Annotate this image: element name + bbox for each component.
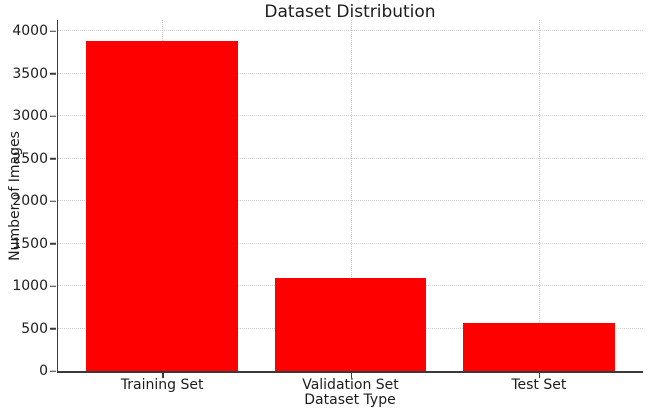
y-tick-mark bbox=[49, 370, 56, 372]
x-tick-label-test-set: Test Set bbox=[511, 377, 567, 393]
y-tick-mark bbox=[49, 285, 56, 287]
y-tick-label: 3000 bbox=[12, 108, 48, 125]
y-tick-mark bbox=[49, 327, 56, 330]
x-tick-mark bbox=[162, 373, 164, 378]
y-tick-mark bbox=[49, 200, 56, 202]
y-tick-label: 3500 bbox=[12, 65, 48, 82]
x-tick-mark bbox=[538, 373, 541, 378]
y-tick-label: 500 bbox=[21, 320, 48, 337]
bar-test-set bbox=[463, 323, 615, 371]
y-tick-label: 1000 bbox=[12, 278, 48, 295]
x-gridline bbox=[350, 20, 352, 371]
x-axis-label: Dataset Type bbox=[304, 392, 396, 408]
y-tick-mark bbox=[49, 242, 56, 245]
y-tick-label: 4000 bbox=[12, 23, 48, 40]
y-tick-label: 2000 bbox=[12, 193, 48, 210]
y-tick-mark bbox=[49, 72, 56, 75]
y-tick-label: 0 bbox=[39, 363, 48, 379]
bar-validation-set bbox=[274, 277, 427, 371]
x-gridline bbox=[538, 20, 540, 371]
y-tick-mark bbox=[49, 30, 56, 32]
bar-training-set bbox=[86, 41, 238, 371]
y-tick-mark bbox=[49, 115, 56, 117]
y-tick-mark bbox=[49, 157, 56, 160]
plot-area: 0 500 1000 1500 2000 2500 3000 3500 4000 Training… bbox=[12, 20, 643, 392]
y-axis-label: Number of Images bbox=[7, 131, 23, 261]
chart-title: Dataset Distribution bbox=[264, 2, 436, 22]
y-tick-label: 1500 bbox=[12, 235, 48, 252]
y-tick-label: 2500 bbox=[12, 150, 48, 167]
x-tick-label-training-set: Training Set bbox=[120, 377, 204, 393]
x-tick-label-validation-set: Validation Set bbox=[302, 377, 399, 393]
x-tick-mark bbox=[350, 373, 352, 378]
